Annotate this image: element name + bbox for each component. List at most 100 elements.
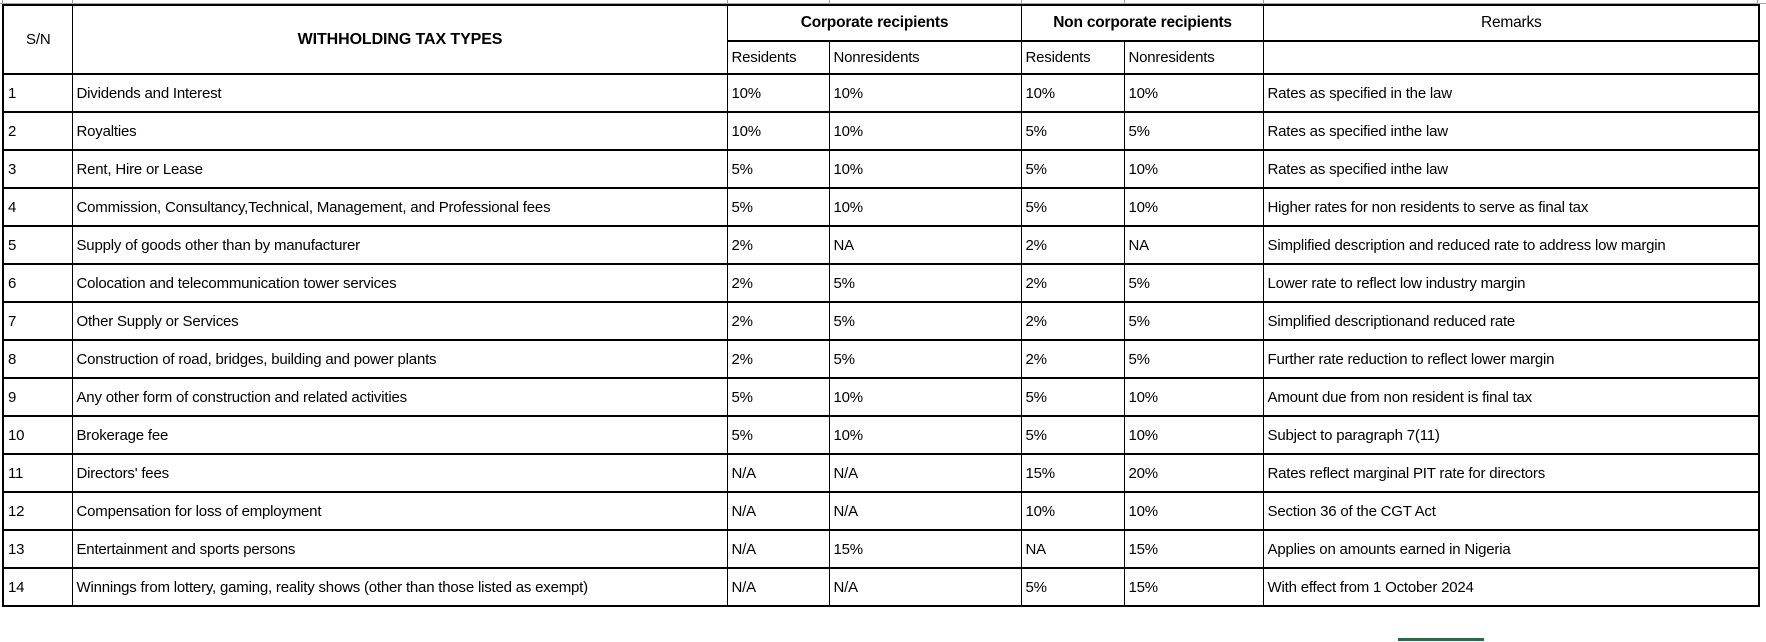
subheader-noncorp-nonresidents[interactable]: Nonresidents: [1123, 40, 1264, 74]
cell-remarks[interactable]: Rates as specified in the law: [1262, 73, 1760, 112]
cell-corp-residents[interactable]: 2%: [726, 339, 829, 378]
cell-tax-type[interactable]: Entertainment and sports persons: [71, 529, 727, 568]
cell-remarks[interactable]: Lower rate to reflect low industry margi…: [1262, 263, 1760, 302]
cell-noncorp-nonresidents[interactable]: 15%: [1123, 567, 1264, 606]
cell-corp-nonresidents[interactable]: 5%: [828, 339, 1022, 378]
cell-tax-type[interactable]: Colocation and telecommunication tower s…: [71, 263, 727, 302]
header-noncorporate-group[interactable]: Non corporate recipients: [1020, 4, 1264, 41]
cell-sn[interactable]: 5: [2, 225, 72, 264]
cell-tax-type[interactable]: Brokerage fee: [71, 415, 727, 454]
cell-tax-type[interactable]: Rent, Hire or Lease: [71, 149, 727, 188]
cell-noncorp-residents[interactable]: 2%: [1020, 339, 1125, 378]
cell-noncorp-residents[interactable]: 5%: [1020, 415, 1125, 454]
cell-sn[interactable]: 14: [2, 567, 72, 606]
subheader-corp-nonresidents[interactable]: Nonresidents: [828, 40, 1022, 74]
cell-corp-residents[interactable]: N/A: [726, 567, 829, 606]
cell-corp-nonresidents[interactable]: 10%: [828, 377, 1022, 416]
cell-remarks[interactable]: Applies on amounts earned in Nigeria: [1262, 529, 1760, 568]
cell-noncorp-nonresidents[interactable]: 10%: [1123, 187, 1264, 226]
cell-tax-type[interactable]: Dividends and Interest: [71, 73, 727, 112]
cell-remarks[interactable]: Amount due from non resident is final ta…: [1262, 377, 1760, 416]
cell-sn[interactable]: 11: [2, 453, 72, 492]
cell-noncorp-nonresidents[interactable]: NA: [1123, 225, 1264, 264]
cell-sn[interactable]: 8: [2, 339, 72, 378]
cell-corp-residents[interactable]: 5%: [726, 415, 829, 454]
header-tax-types[interactable]: WITHHOLDING TAX TYPES: [71, 4, 727, 74]
cell-remarks[interactable]: Section 36 of the CGT Act: [1262, 491, 1760, 530]
cell-corp-nonresidents[interactable]: 15%: [828, 529, 1022, 568]
cell-noncorp-nonresidents[interactable]: 5%: [1123, 263, 1264, 302]
cell-corp-nonresidents[interactable]: N/A: [828, 453, 1022, 492]
cell-noncorp-nonresidents[interactable]: 15%: [1123, 529, 1264, 568]
subheader-noncorp-residents[interactable]: Residents: [1020, 40, 1125, 74]
cell-noncorp-residents[interactable]: 5%: [1020, 567, 1125, 606]
cell-sn[interactable]: 2: [2, 111, 72, 150]
cell-tax-type[interactable]: Winnings from lottery, gaming, reality s…: [71, 567, 727, 606]
cell-corp-residents[interactable]: N/A: [726, 529, 829, 568]
cell-noncorp-nonresidents[interactable]: 5%: [1123, 301, 1264, 340]
cell-sn[interactable]: 3: [2, 149, 72, 188]
cell-noncorp-nonresidents[interactable]: 10%: [1123, 149, 1264, 188]
cell-remarks[interactable]: With effect from 1 October 2024: [1262, 567, 1760, 606]
cell-tax-type[interactable]: Supply of goods other than by manufactur…: [71, 225, 727, 264]
cell-sn[interactable]: 12: [2, 491, 72, 530]
header-sn[interactable]: S/N: [2, 4, 72, 74]
cell-corp-nonresidents[interactable]: NA: [828, 225, 1022, 264]
cell-tax-type[interactable]: Royalties: [71, 111, 727, 150]
cell-remarks[interactable]: Rates as specified inthe law: [1262, 111, 1760, 150]
cell-noncorp-residents[interactable]: 2%: [1020, 225, 1125, 264]
cell-noncorp-residents[interactable]: 10%: [1020, 73, 1125, 112]
cell-noncorp-nonresidents[interactable]: 10%: [1123, 73, 1264, 112]
cell-noncorp-residents[interactable]: 5%: [1020, 111, 1125, 150]
cell-sn[interactable]: 6: [2, 263, 72, 302]
cell-corp-residents[interactable]: 10%: [726, 111, 829, 150]
cell-noncorp-residents[interactable]: 5%: [1020, 187, 1125, 226]
cell-noncorp-nonresidents[interactable]: 5%: [1123, 111, 1264, 150]
cell-remarks[interactable]: Simplified description and reduced rate …: [1262, 225, 1760, 264]
cell-noncorp-residents[interactable]: 5%: [1020, 149, 1125, 188]
cell-tax-type[interactable]: Any other form of construction and relat…: [71, 377, 727, 416]
cell-corp-residents[interactable]: 5%: [726, 149, 829, 188]
cell-corp-nonresidents[interactable]: 10%: [828, 73, 1022, 112]
cell-noncorp-residents[interactable]: 15%: [1020, 453, 1125, 492]
cell-corp-nonresidents[interactable]: 5%: [828, 263, 1022, 302]
cell-noncorp-nonresidents[interactable]: 10%: [1123, 415, 1264, 454]
cell-sn[interactable]: 7: [2, 301, 72, 340]
cell-corp-residents[interactable]: N/A: [726, 453, 829, 492]
cell-remarks[interactable]: Subject to paragraph 7(11): [1262, 415, 1760, 454]
cell-noncorp-nonresidents[interactable]: 10%: [1123, 377, 1264, 416]
subheader-corp-residents[interactable]: Residents: [726, 40, 829, 74]
cell-remarks[interactable]: Rates reflect marginal PIT rate for dire…: [1262, 453, 1760, 492]
cell-corp-residents[interactable]: 5%: [726, 187, 829, 226]
cell-corp-nonresidents[interactable]: 10%: [828, 187, 1022, 226]
cell-tax-type[interactable]: Other Supply or Services: [71, 301, 727, 340]
cell-noncorp-residents[interactable]: 2%: [1020, 263, 1125, 302]
cell-remarks[interactable]: Simplified descriptionand reduced rate: [1262, 301, 1760, 340]
cell-sn[interactable]: 9: [2, 377, 72, 416]
cell-sn[interactable]: 1: [2, 73, 72, 112]
cell-noncorp-residents[interactable]: NA: [1020, 529, 1125, 568]
cell-noncorp-residents[interactable]: 10%: [1020, 491, 1125, 530]
cell-corp-nonresidents[interactable]: 10%: [828, 149, 1022, 188]
header-corporate-group[interactable]: Corporate recipients: [726, 4, 1022, 41]
cell-corp-residents[interactable]: 5%: [726, 377, 829, 416]
cell-corp-residents[interactable]: 10%: [726, 73, 829, 112]
cell-noncorp-residents[interactable]: 5%: [1020, 377, 1125, 416]
cell-corp-nonresidents[interactable]: N/A: [828, 567, 1022, 606]
cell-corp-residents[interactable]: 2%: [726, 263, 829, 302]
header-remarks[interactable]: Remarks: [1262, 4, 1760, 41]
cell-tax-type[interactable]: Directors' fees: [71, 453, 727, 492]
cell-noncorp-nonresidents[interactable]: 20%: [1123, 453, 1264, 492]
cell-noncorp-residents[interactable]: 2%: [1020, 301, 1125, 340]
cell-corp-residents[interactable]: N/A: [726, 491, 829, 530]
cell-corp-nonresidents[interactable]: 10%: [828, 111, 1022, 150]
subheader-remarks-empty[interactable]: [1262, 40, 1760, 74]
cell-noncorp-nonresidents[interactable]: 5%: [1123, 339, 1264, 378]
cell-sn[interactable]: 4: [2, 187, 72, 226]
cell-tax-type[interactable]: Compensation for loss of employment: [71, 491, 727, 530]
cell-remarks[interactable]: Rates as specified inthe law: [1262, 149, 1760, 188]
cell-corp-nonresidents[interactable]: N/A: [828, 491, 1022, 530]
cell-noncorp-nonresidents[interactable]: 10%: [1123, 491, 1264, 530]
cell-sn[interactable]: 10: [2, 415, 72, 454]
cell-sn[interactable]: 13: [2, 529, 72, 568]
